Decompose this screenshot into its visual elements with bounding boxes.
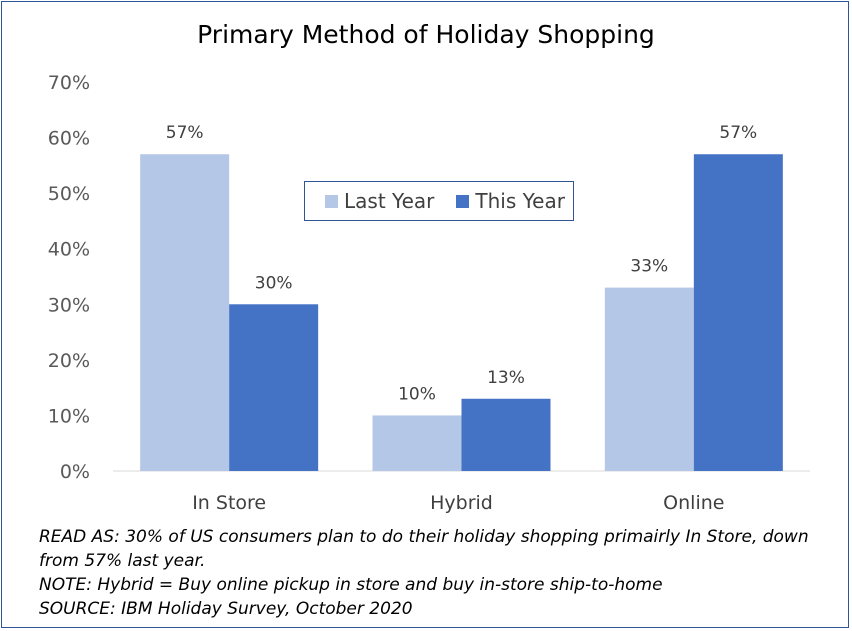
x-tick-label: Online xyxy=(663,492,724,514)
bar-last-year-online xyxy=(604,287,694,471)
x-tick-label: Hybrid xyxy=(430,492,493,514)
legend-item-last-year: Last Year xyxy=(325,189,434,213)
bar-this-year-hybrid xyxy=(461,398,551,471)
legend-label-last-year: Last Year xyxy=(344,189,435,213)
data-label: 57% xyxy=(719,123,757,143)
legend-swatch-this-year xyxy=(456,194,470,208)
source-note: SOURCE: IBM Holiday Survey, October 2020 xyxy=(39,599,413,619)
legend-swatch-last-year xyxy=(325,194,338,208)
data-label: 33% xyxy=(630,257,668,277)
data-label: 30% xyxy=(255,273,293,293)
y-tick-label: 10% xyxy=(48,405,90,427)
legend-label-this-year: This Year xyxy=(475,189,565,213)
y-tick-label: 0% xyxy=(60,461,90,483)
y-tick-label: 40% xyxy=(48,239,90,261)
bar-this-year-online xyxy=(693,154,783,471)
x-axis-ticks: In Store Hybrid Online xyxy=(192,492,724,514)
legend-item-this-year: This Year xyxy=(456,189,565,213)
read-as-note: READ AS: 30% of US consumers plan to do … xyxy=(39,527,809,571)
hybrid-note: NOTE: Hybrid = Buy online pickup in stor… xyxy=(39,575,663,595)
y-tick-label: 20% xyxy=(48,350,90,372)
bar-last-year-hybrid xyxy=(372,415,462,471)
y-tick-label: 30% xyxy=(48,294,90,316)
data-label: 57% xyxy=(166,123,204,143)
y-axis-ticks: 0% 10% 20% 30% 40% 50% 60% 70% xyxy=(48,72,90,483)
chart-title: Primary Method of Holiday Shopping xyxy=(197,20,655,49)
bars xyxy=(140,154,783,471)
legend: Last Year This Year xyxy=(304,181,574,221)
bar-last-year-in-store xyxy=(140,154,230,471)
y-tick-label: 60% xyxy=(48,128,90,150)
data-labels: 57% 30% 10% 13% 33% 57% xyxy=(166,123,757,404)
bar-chart: 0%10%20%30%40%50%60%70% 57%30%10%13%33%5… xyxy=(48,72,810,514)
data-label: 10% xyxy=(398,384,436,404)
data-label: 13% xyxy=(487,368,525,388)
x-tick-label: In Store xyxy=(192,492,266,514)
y-tick-label: 50% xyxy=(48,183,90,205)
chart-notes: READ AS: 30% of US consumers plan to do … xyxy=(39,525,829,621)
y-tick-label: 70% xyxy=(48,72,90,94)
bar-this-year-in-store xyxy=(229,304,319,471)
